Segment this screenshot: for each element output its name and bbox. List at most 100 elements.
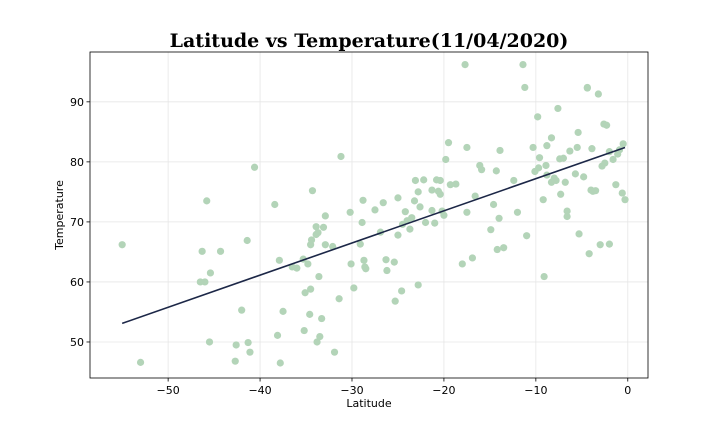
data-point [313,338,321,346]
data-point [401,208,409,216]
data-point [382,256,390,264]
data-point [307,285,315,293]
data-point [561,178,569,186]
data-point [594,90,602,98]
data-point [557,190,565,198]
data-point [431,219,439,227]
data-point [535,154,544,162]
data-point [554,104,562,113]
data-point [391,297,399,305]
data-point [414,188,422,196]
data-point [543,142,551,150]
data-point [513,208,522,216]
data-point [471,192,479,200]
data-point [279,307,287,315]
x-tick-label: 0 [624,384,631,397]
data-point [563,212,571,221]
data-point [510,176,518,185]
data-point [605,240,613,248]
data-point [250,163,259,171]
data-point [436,190,444,198]
data-point [492,167,500,175]
x-tick-label: −30 [340,384,363,397]
data-point [428,206,436,215]
data-point [318,314,326,323]
data-point [394,231,402,239]
data-point [440,211,448,219]
data-point [371,206,379,214]
data-point [463,208,471,216]
data-point [571,170,579,178]
data-point [271,200,279,209]
data-point [350,284,358,292]
y-tick-label: 90 [70,96,84,109]
data-point [428,186,436,194]
data-point [408,214,416,222]
regression-line [121,146,626,325]
data-point [446,181,454,189]
data-point [383,266,391,275]
data-point [420,176,428,184]
data-point [306,310,314,318]
data-point [394,194,402,202]
data-point [406,225,414,233]
data-point [205,338,214,346]
data-point [442,155,450,164]
data-point [529,143,537,152]
data-point [421,218,430,227]
data-point [293,264,301,272]
data-point [493,245,501,254]
data-point [321,212,329,220]
data-point [203,197,211,205]
data-point [410,197,419,205]
data-point [216,247,225,255]
data-point [559,154,568,162]
data-point [308,187,317,195]
data-point [436,176,444,185]
y-tick-label: 50 [70,336,84,349]
data-point [535,164,543,172]
data-point [300,326,308,335]
data-point [552,176,560,185]
x-tick-label: −20 [432,384,455,397]
x-tick-label: −10 [524,384,547,397]
data-point [519,61,527,69]
data-point [563,207,571,215]
data-point [379,199,387,207]
data-point [458,260,466,268]
x-tick-label: −50 [157,384,180,397]
data-point [596,241,604,249]
data-point [542,161,550,170]
data-point [307,236,316,244]
chart-title: Latitude vs Temperature(11/04/2020) [170,30,569,52]
plot-frame [89,51,649,379]
data-point [276,359,284,367]
data-point [238,306,246,314]
data-point [118,241,126,249]
data-point [540,272,548,281]
data-point [463,143,471,152]
data-point [585,250,593,258]
data-point [603,121,611,129]
data-point [362,265,370,273]
data-point [478,166,486,174]
data-points [118,61,629,367]
data-point [468,254,477,262]
data-point [612,181,620,189]
data-point [356,240,364,248]
data-point [335,295,343,303]
data-point [489,200,498,209]
data-point [330,348,339,356]
y-axis-label: Temperature [53,180,66,251]
data-point [521,83,529,92]
data-point [321,241,329,249]
data-point [390,258,398,266]
data-point [495,214,503,222]
data-point [496,146,504,155]
data-point [601,159,609,167]
x-tick-label: −40 [248,384,271,397]
data-point [360,256,368,264]
grid-lines [90,52,648,378]
data-point [411,176,420,185]
data-point [523,232,531,240]
